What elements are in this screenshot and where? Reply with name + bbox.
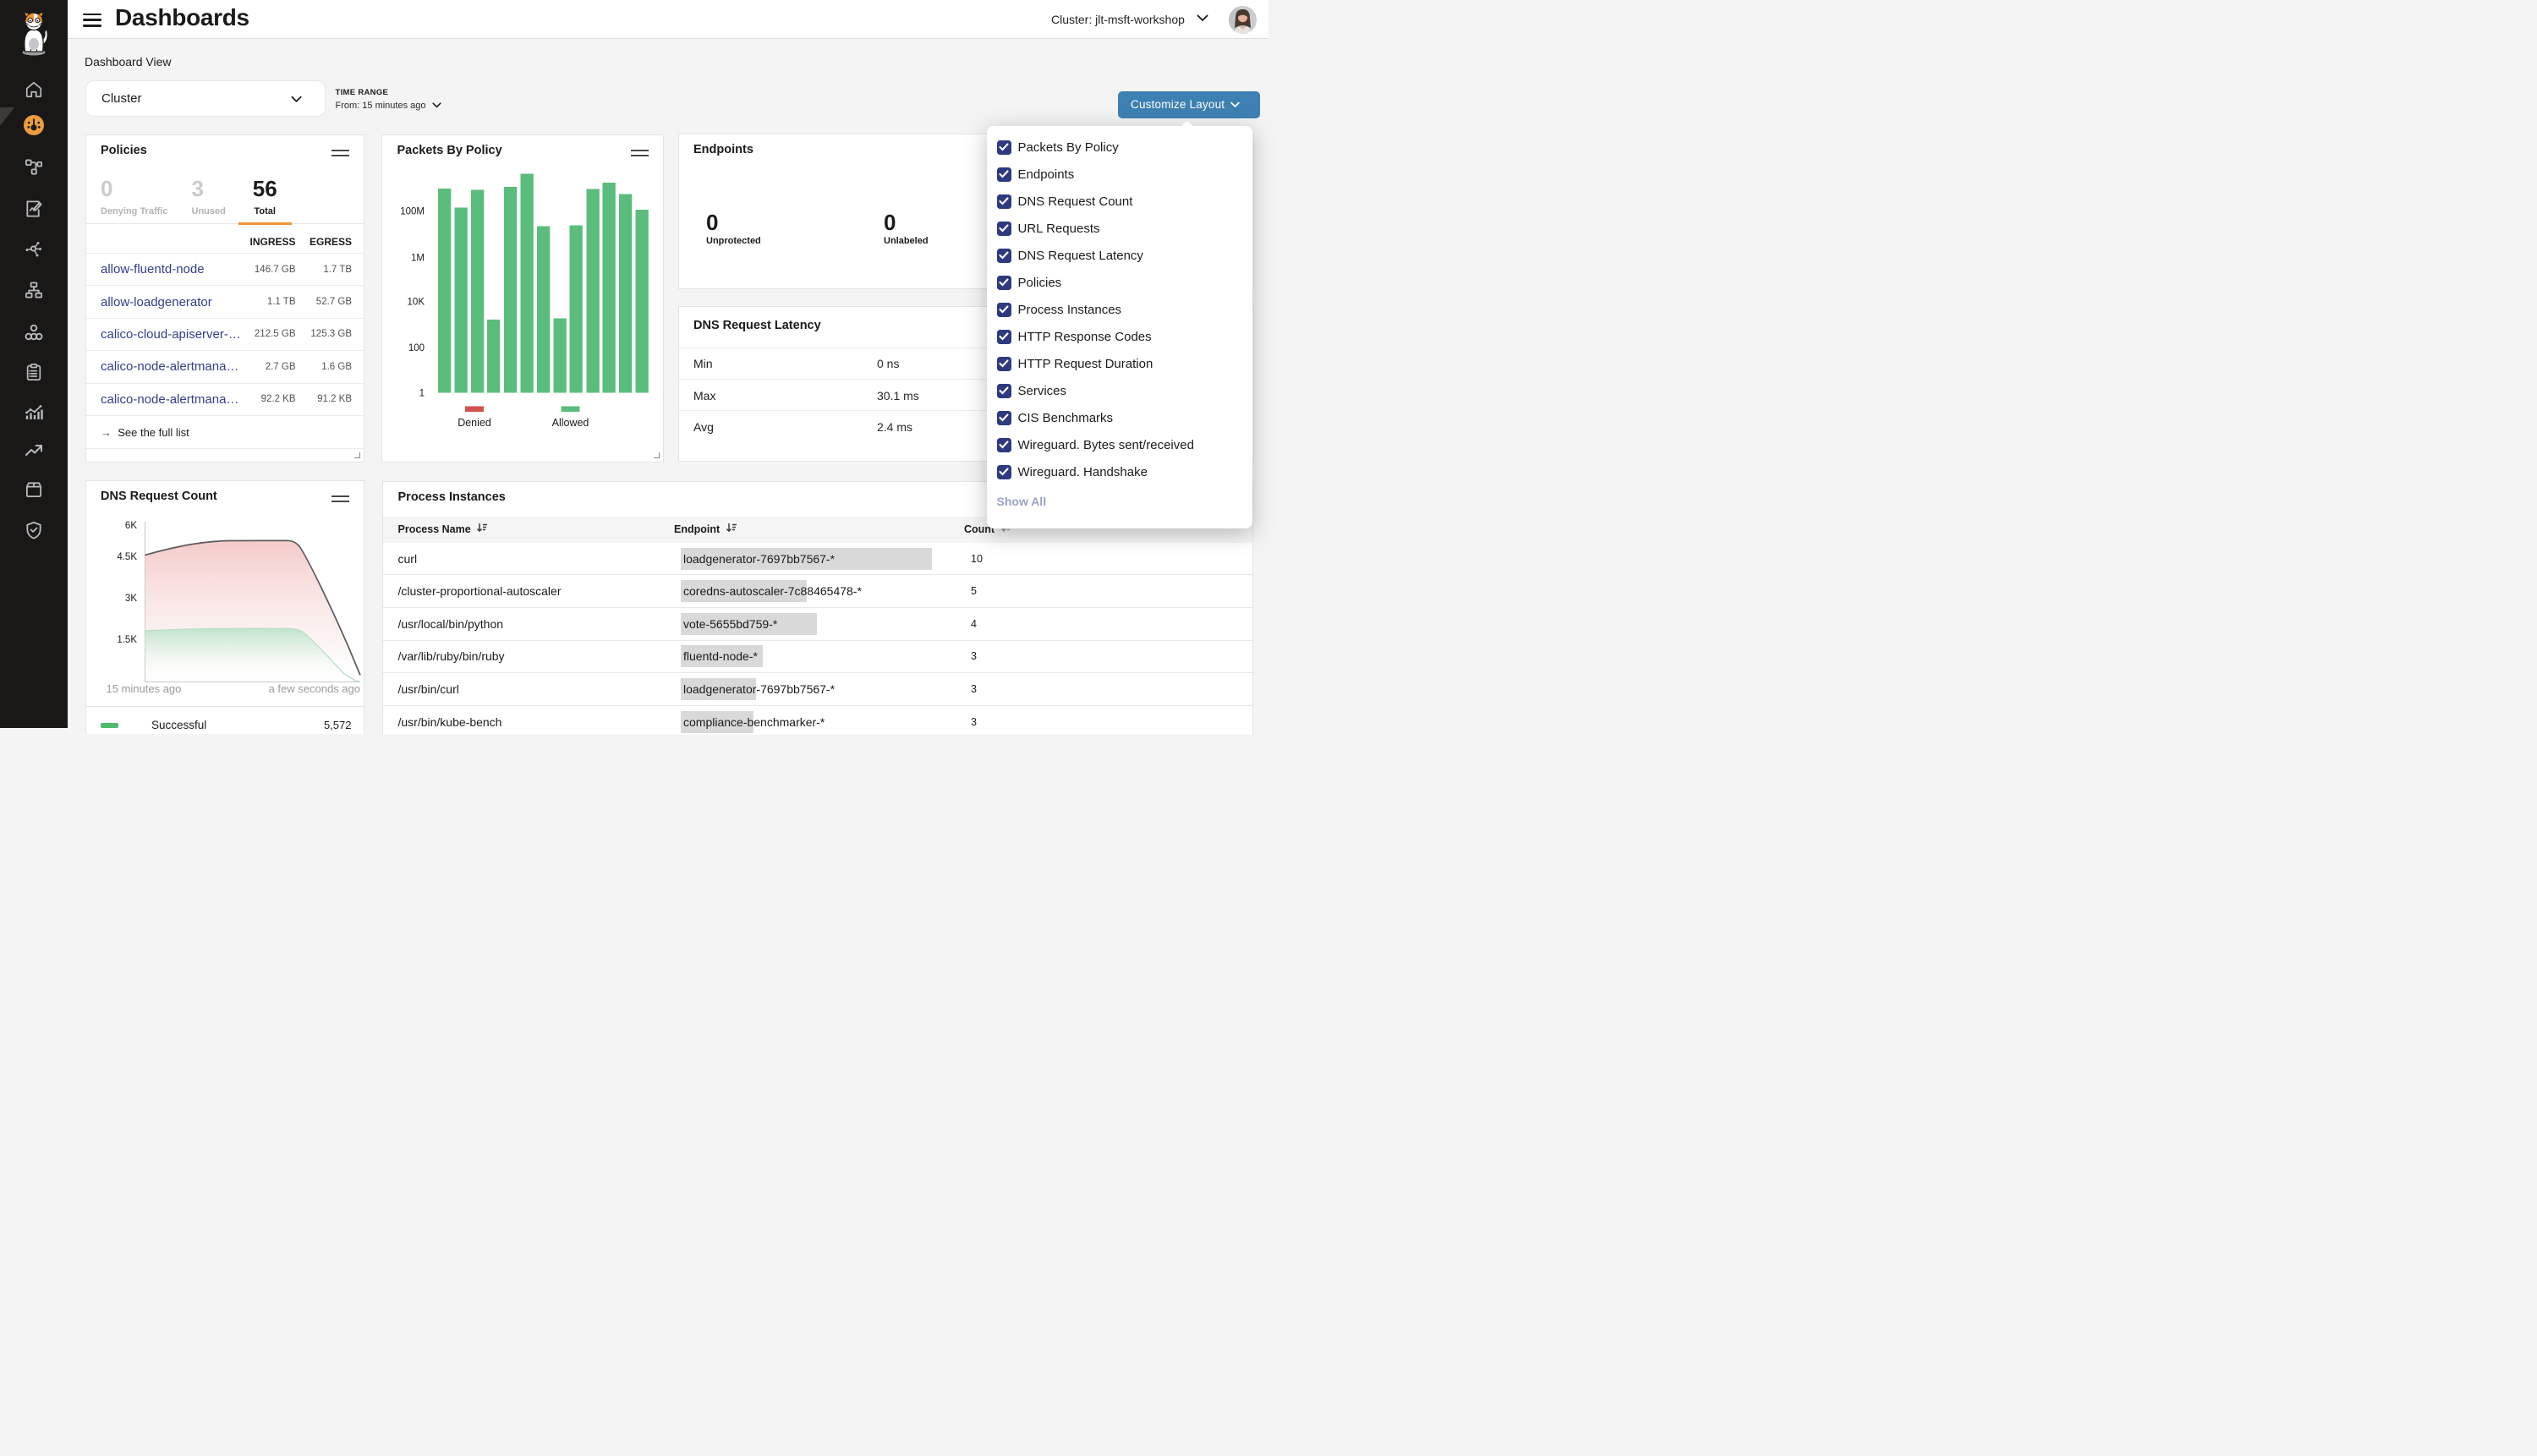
svg-text:10K: 10K [408, 297, 425, 307]
svg-text:1: 1 [419, 388, 425, 398]
svg-text:15 minutes ago: 15 minutes ago [106, 682, 181, 695]
svg-text:3K: 3K [124, 594, 136, 604]
svg-text:6K: 6K [124, 521, 136, 531]
svg-text:a few seconds ago: a few seconds ago [268, 682, 359, 695]
svg-text:100M: 100M [400, 206, 425, 216]
svg-text:1.5K: 1.5K [117, 635, 137, 645]
svg-text:4.5K: 4.5K [117, 552, 137, 562]
svg-text:Allowed: Allowed [552, 417, 589, 429]
svg-text:1M: 1M [411, 253, 425, 263]
svg-text:Denied: Denied [458, 417, 491, 429]
svg-text:100: 100 [408, 343, 425, 353]
